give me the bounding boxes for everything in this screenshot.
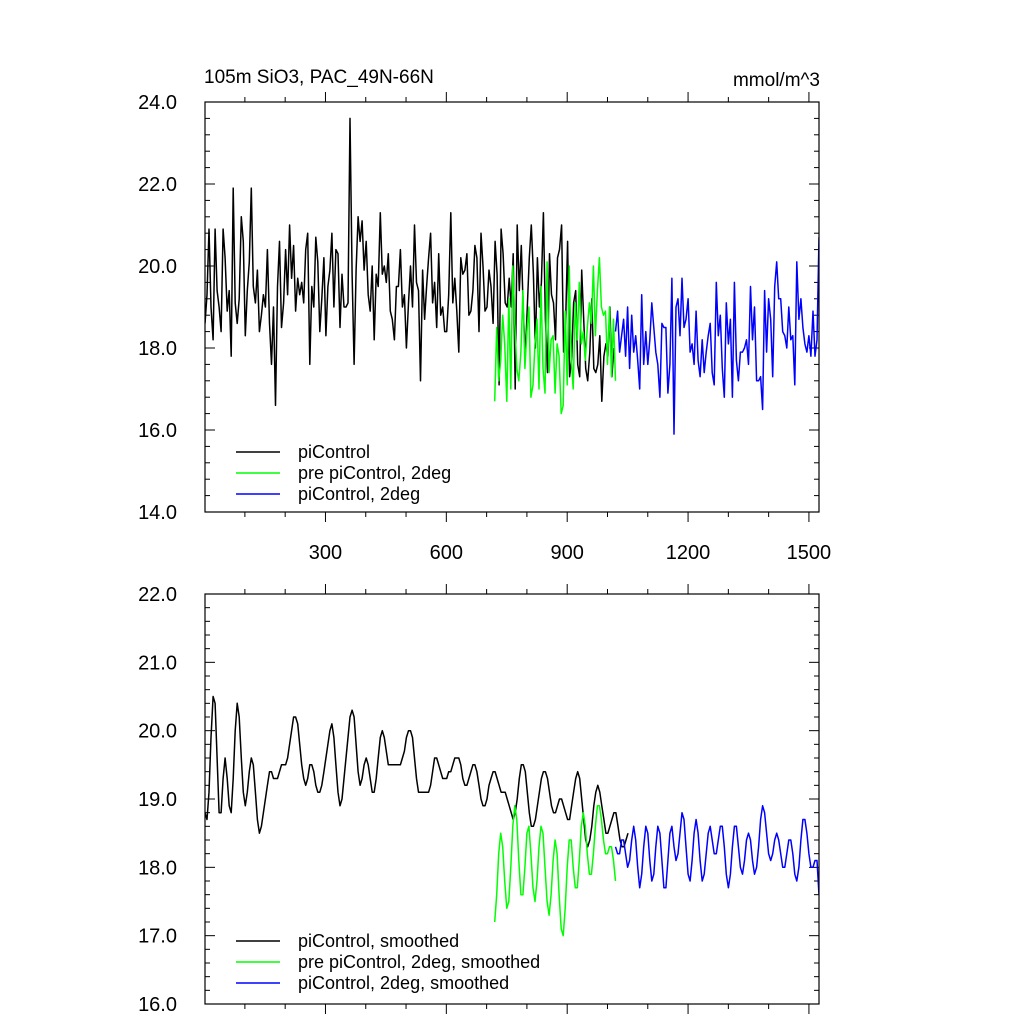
y-tick-label: 19.0 [138,789,177,811]
bottom-panel-frame [204,593,820,1005]
x-tick-label: 1500 [787,542,832,564]
y-tick-label: 24.0 [138,92,177,114]
legend-label: piControl, 2deg [298,484,420,504]
top-panel: 14.0 16.0 18.0 20.0 22.0 24.0 300 600 900 1200 150… [138,92,831,564]
series-line-2 [493,257,617,415]
series-line-2 [493,805,617,937]
legend-label: pre piControl, 2deg [298,463,451,483]
y-tick-label: 21.0 [138,652,177,674]
x-tick-label: 300 [309,542,342,564]
top-panel-series [205,117,819,435]
chart-title: 105m SiO3, PAC_49N-66N [204,67,434,88]
y-tick-label: 14.0 [138,502,177,524]
y-tick-label: 20.0 [138,721,177,743]
bottom-panel: 16.0 17.0 18.0 19.0 20.0 21.0 22.0 piControl, … [138,584,820,1016]
top-panel-frame [204,101,820,513]
legend-label: pre piControl, 2deg, smoothed [298,952,540,972]
series-line-1 [205,695,629,848]
bottom-panel-ticks [205,584,819,1014]
x-tick-label: 600 [430,542,463,564]
top-panel-tick-labels: 14.0 16.0 18.0 20.0 22.0 24.0 300 600 900 1200 150… [138,92,831,564]
y-tick-label: 22.0 [138,174,177,196]
y-tick-label: 22.0 [138,584,177,606]
x-tick-label: 1200 [666,542,711,564]
x-tick-label: 900 [551,542,584,564]
y-tick-label: 18.0 [138,338,177,360]
y-tick-label: 18.0 [138,857,177,879]
y-tick-label: 16.0 [138,994,177,1016]
legend-label: piControl, 2deg, smoothed [298,973,509,993]
legend-label: piControl, smoothed [298,931,459,951]
series-line-3 [614,237,819,435]
y-tick-label: 17.0 [138,926,177,948]
y-tick-label: 16.0 [138,420,177,442]
series-line-3 [614,805,819,895]
legend-label: piControl [298,442,370,462]
bottom-panel-series [205,695,819,937]
units-label: mmol/m^3 [733,70,820,91]
bottom-panel-tick-labels: 16.0 17.0 18.0 19.0 20.0 21.0 22.0 [138,584,177,1016]
series-line-1 [205,117,615,407]
y-tick-label: 20.0 [138,256,177,278]
